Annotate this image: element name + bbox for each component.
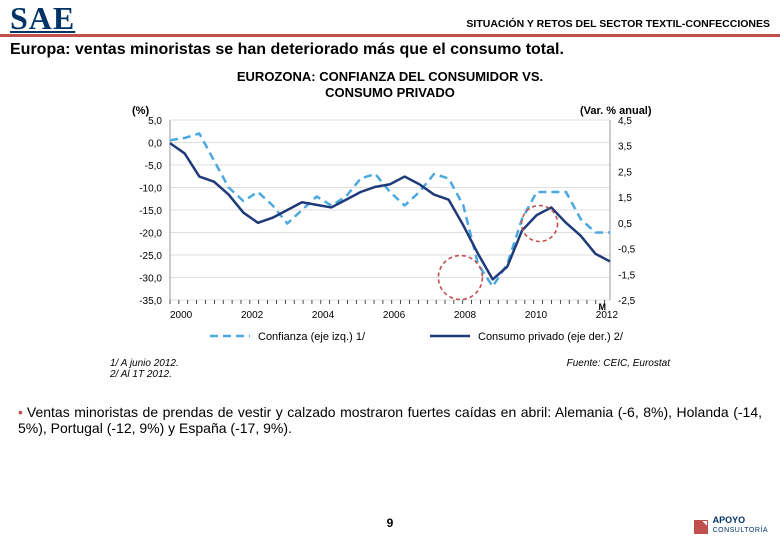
- chart-title-line1: EUROZONA: CONFIANZA DEL CONSUMIDOR VS.: [237, 69, 543, 84]
- svg-text:2006: 2006: [383, 310, 406, 321]
- svg-text:-10,0: -10,0: [139, 184, 162, 195]
- chart-plot: (%) (Var. % anual) 5,0 0,0 -5,0 -10,0 -15,0 -20…: [110, 100, 670, 350]
- svg-text:-15,0: -15,0: [139, 206, 162, 217]
- svg-text:-1,5: -1,5: [618, 270, 636, 281]
- svg-text:-0,5: -0,5: [618, 245, 636, 256]
- svg-text:0,0: 0,0: [148, 139, 162, 150]
- footnote-2: 2/ Al 1T 2012.: [110, 369, 172, 380]
- svg-text:-30,0: -30,0: [139, 274, 162, 285]
- svg-text:2,5: 2,5: [618, 168, 632, 179]
- svg-text:-25,0: -25,0: [139, 251, 162, 262]
- bullet-text: Ventas minoristas de prendas de vestir y…: [18, 404, 762, 436]
- bullet-icon: •: [18, 404, 23, 420]
- svg-text:2002: 2002: [241, 310, 264, 321]
- svg-text:2004: 2004: [312, 310, 335, 321]
- svg-text:3,5: 3,5: [618, 142, 632, 153]
- footnote-1: 1/ A junio 2012.: [110, 358, 179, 369]
- svg-text:Confianza (eje izq.) 1/: Confianza (eje izq.) 1/: [258, 331, 366, 343]
- svg-text:Consumo privado (eje der.) 2/: Consumo privado (eje der.) 2/: [478, 331, 624, 343]
- svg-text:-35,0: -35,0: [139, 296, 162, 307]
- slide-subtitle: Europa: ventas minoristas se han deterio…: [0, 37, 780, 69]
- svg-text:-2,5: -2,5: [618, 296, 636, 307]
- svg-text:2000: 2000: [170, 310, 193, 321]
- svg-text:2010: 2010: [525, 310, 548, 321]
- header-bar: SAE SITUACIÓN Y RETOS DEL SECTOR TEXTIL-…: [0, 0, 780, 37]
- footer-logo: APOYO CONSULTORÍA: [694, 516, 768, 534]
- chart-footnotes: 1/ A junio 2012. 2/ Al 1T 2012. Fuente: …: [110, 350, 670, 380]
- footer-logo-line2: CONSULTORÍA: [713, 527, 768, 534]
- svg-text:5,0: 5,0: [148, 116, 162, 127]
- svg-text:0,5: 0,5: [618, 219, 632, 230]
- header-context: SITUACIÓN Y RETOS DEL SECTOR TEXTIL-CONF…: [466, 18, 770, 34]
- svg-text:-5,0: -5,0: [145, 161, 163, 172]
- bullet-section: •Ventas minoristas de prendas de vestir …: [0, 380, 780, 436]
- footnote-left: 1/ A junio 2012. 2/ Al 1T 2012.: [110, 358, 179, 380]
- svg-text:(%): (%): [132, 105, 149, 117]
- chart-title-line2: CONSUMO PRIVADO: [325, 85, 455, 100]
- footer-logo-icon: [694, 520, 708, 534]
- page-number: 9: [387, 516, 394, 530]
- footer-logo-line1: APOYO: [713, 515, 746, 525]
- chart-svg: (%) (Var. % anual) 5,0 0,0 -5,0 -10,0 -15,0 -20…: [110, 100, 670, 350]
- svg-text:2008: 2008: [454, 310, 477, 321]
- svg-text:4,5: 4,5: [618, 116, 632, 127]
- footnote-source: Fuente: CEIC, Eurostat: [567, 358, 670, 380]
- svg-text:1,5: 1,5: [618, 193, 632, 204]
- chart-title: EUROZONA: CONFIANZA DEL CONSUMIDOR VS. C…: [110, 69, 670, 100]
- svg-text:M: M: [599, 302, 607, 312]
- svg-text:-20,0: -20,0: [139, 229, 162, 240]
- svg-text:(Var. % anual): (Var. % anual): [580, 105, 652, 117]
- logo-text: SAE: [10, 2, 75, 34]
- chart-container: EUROZONA: CONFIANZA DEL CONSUMIDOR VS. C…: [110, 69, 670, 380]
